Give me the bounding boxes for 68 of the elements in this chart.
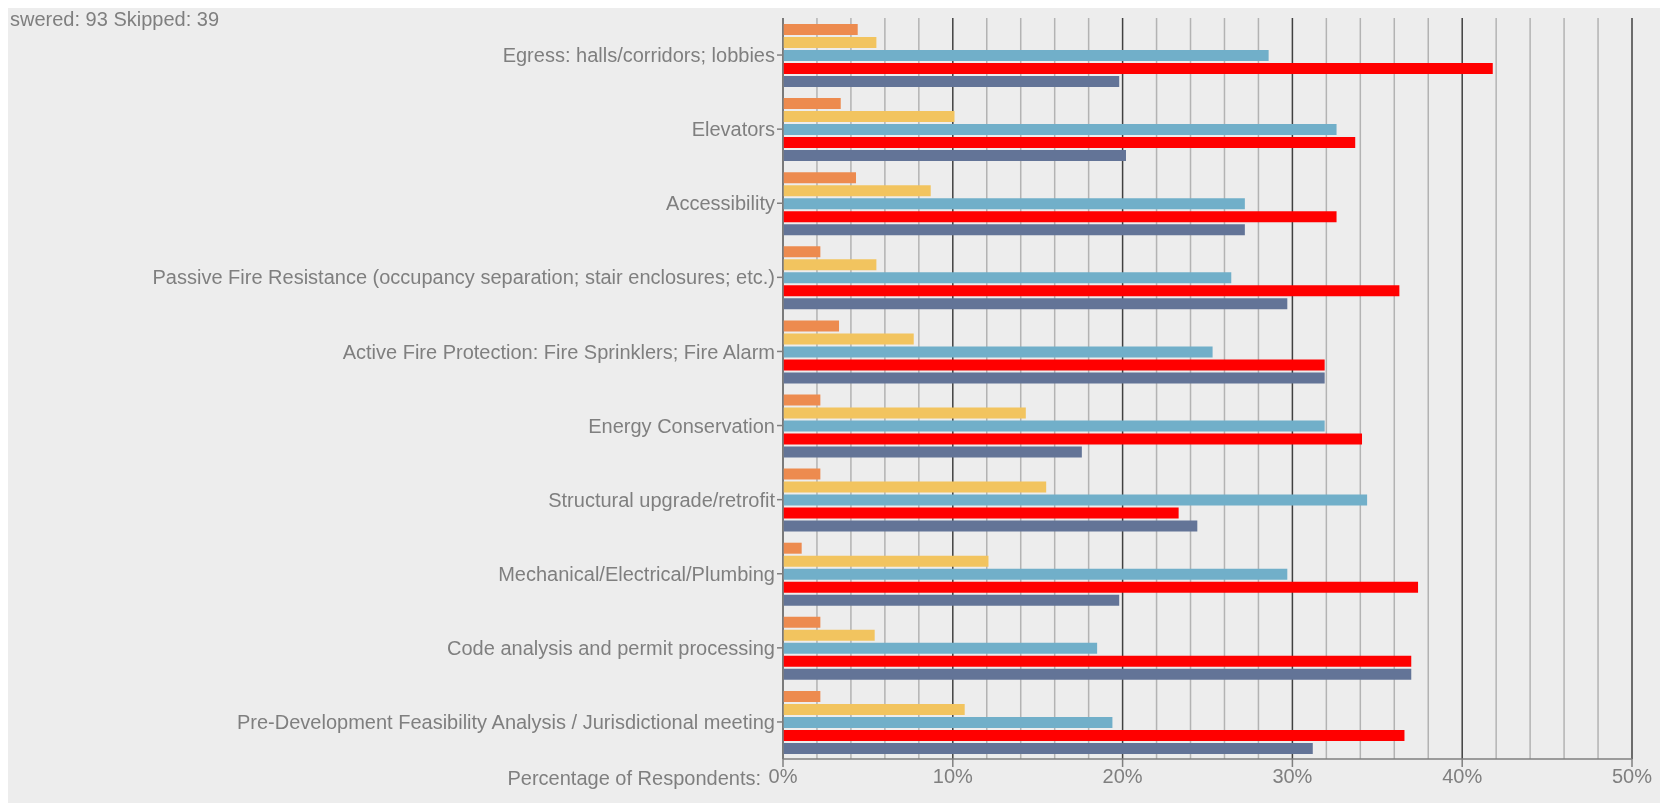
bar [783, 742, 1313, 754]
bar [783, 259, 877, 271]
bar [783, 594, 1120, 606]
bar [783, 690, 821, 702]
bar [783, 481, 1047, 493]
bar [783, 346, 1213, 358]
bar [783, 137, 1356, 149]
y-tick-label: Mechanical/Electrical/Plumbing [498, 562, 775, 585]
bar [783, 407, 1026, 419]
bar [783, 185, 931, 197]
x-tick-label: 50% [1611, 765, 1653, 788]
bar [783, 224, 1245, 236]
x-axis-title: Percentage of Respondents: [507, 767, 761, 790]
bar [783, 394, 821, 406]
bar [783, 285, 1400, 297]
bar [783, 703, 965, 715]
bar [783, 629, 875, 641]
bar [783, 211, 1337, 223]
bar [783, 520, 1198, 532]
bar [783, 668, 1412, 680]
bar [783, 76, 1120, 87]
bar [783, 372, 1325, 384]
y-tick-label: Structural upgrade/retrofit [548, 488, 776, 511]
bar [783, 50, 1269, 61]
y-tick-label: Accessibility [666, 192, 775, 215]
bar [783, 320, 840, 332]
bar [783, 568, 1288, 580]
y-tick-label: Active Fire Protection: Fire Sprinklers; Fire Alarm [342, 340, 775, 363]
bar [783, 446, 1082, 458]
bar [783, 433, 1363, 445]
bar [783, 333, 914, 345]
bar [783, 655, 1412, 667]
bar [783, 494, 1368, 506]
bar [783, 150, 1126, 162]
bar [783, 729, 1405, 741]
bar [783, 24, 858, 35]
bar [783, 716, 1113, 728]
text: swered: 93 Skipped: 39 [10, 8, 220, 31]
y-tick-label: Code analysis and permit processing [447, 636, 775, 659]
bar [783, 172, 857, 184]
bar [783, 507, 1179, 519]
bar [783, 246, 821, 258]
x-tick-label: 0% [768, 765, 798, 788]
y-tick-label: Pre-Development Feasibility Analysis / Jurisdictional meeting [236, 711, 775, 734]
bar [783, 111, 955, 123]
y-tick-label: Energy Conservation [588, 414, 775, 437]
bar [783, 298, 1288, 310]
x-tick-label: 20% [1102, 765, 1143, 788]
bar [783, 198, 1245, 210]
y-tick-label: Elevators [691, 118, 775, 141]
x-tick-label: 40% [1442, 765, 1483, 788]
x-tick-label: 10% [932, 765, 974, 788]
bar [783, 98, 841, 110]
bar [783, 542, 802, 554]
bar [783, 37, 877, 48]
bar [783, 272, 1232, 284]
x-tick-label: 30% [1272, 765, 1313, 788]
bar [783, 420, 1325, 432]
bar [783, 468, 821, 480]
y-tick-label: Passive Fire Resistance (occupancy separation; stair enclosures; etc.) [152, 266, 775, 289]
bar [783, 359, 1325, 371]
bar [783, 124, 1337, 136]
bar [783, 616, 821, 628]
y-tick-label: Egress: halls/corridors; lobbies [502, 44, 775, 67]
bar [783, 642, 1098, 654]
bar [783, 581, 1419, 593]
bar [783, 63, 1493, 74]
bar [783, 555, 989, 567]
